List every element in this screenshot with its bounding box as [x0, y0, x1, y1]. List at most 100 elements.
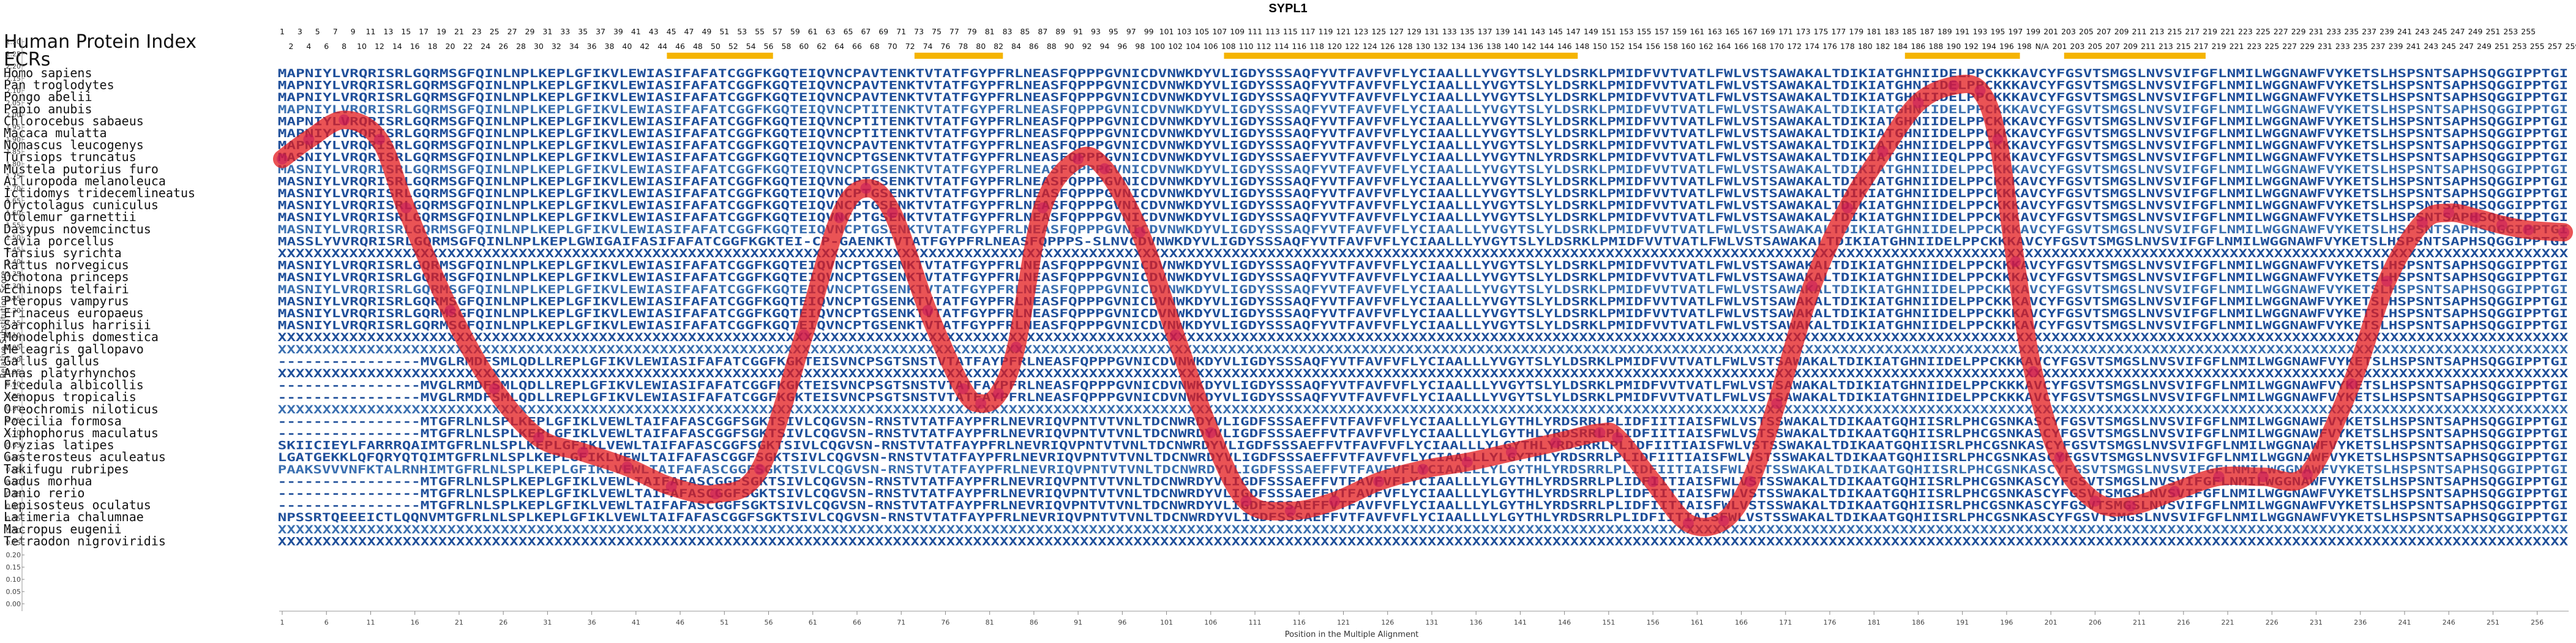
protein-index-bottom-140: 140 [1504, 42, 1519, 51]
species-name-38: Latimeria chalumnae [4, 510, 144, 524]
protein-index-bottom-98: 98 [1135, 42, 1145, 51]
y-tick-label-0.50: 0.50 [6, 478, 21, 486]
protein-index-top-43: 43 [649, 27, 659, 36]
protein-index-top-239: 239 [2379, 27, 2394, 36]
protein-index-bottom-225: 225 [2264, 42, 2279, 51]
protein-index-bottom-166: 166 [1734, 42, 1749, 51]
protein-index-top-75: 75 [932, 27, 942, 36]
protein-index-top-225: 225 [2256, 27, 2271, 36]
protein-index-bottom-174: 174 [1805, 42, 1819, 51]
series-point-190 [1948, 80, 1960, 91]
x-tick-label-86: 86 [1030, 619, 1038, 626]
protein-index-top-117: 117 [1301, 27, 1316, 36]
protein-index-bottom-201: 201 [2053, 42, 2067, 51]
protein-index-top-7: 7 [333, 27, 338, 36]
protein-index-bottom-10: 10 [357, 42, 367, 51]
y-tick-label-1.50: 1.50 [6, 233, 21, 241]
protein-index-top-147: 147 [1566, 27, 1581, 36]
series-point-156 [1647, 476, 1659, 487]
sequence-row-17: MASNIYLVRQRISRLGQRMSGFQINLNPLKEPLGFIKVLE… [278, 259, 2568, 273]
species-name-1: Homo sapiens [4, 66, 92, 80]
series-point-199 [2027, 366, 2039, 377]
protein-index-bottom-102: 102 [1168, 42, 1183, 51]
protein-index-bottom-160: 160 [1681, 42, 1696, 51]
species-name-9: Mustela putorius furo [4, 162, 159, 176]
protein-index-top-157: 157 [1655, 27, 1669, 36]
protein-index-bottom-120: 120 [1327, 42, 1342, 51]
x-tick-label-236: 236 [2354, 619, 2367, 626]
sequence-row-15: MASSLYVVRQRISRLGQRMSGFQINLNPLKEPLGWIGAIF… [278, 235, 2568, 248]
protein-index-bottom-86: 86 [1029, 42, 1039, 51]
protein-index-top-11: 11 [366, 27, 376, 36]
x-tick-label-226: 226 [2266, 619, 2278, 626]
protein-index-top-67: 67 [861, 27, 871, 36]
series-point-106 [1205, 427, 1216, 438]
ecr-bar-1 [667, 53, 773, 59]
x-tick-label-26: 26 [499, 619, 507, 626]
protein-index-bottom-80: 80 [976, 42, 986, 51]
protein-index-bottom-198: 198 [2017, 42, 2032, 51]
series-point-215 [2169, 486, 2181, 497]
y-tick-label-2.15: 2.15 [6, 75, 21, 83]
protein-index-top-55: 55 [755, 27, 765, 36]
protein-index-bottom-132: 132 [1433, 42, 1448, 51]
protein-index-top-35: 35 [578, 27, 588, 36]
protein-index-top-169: 169 [1761, 27, 1775, 36]
series-point-210 [2125, 500, 2136, 512]
x-tick-label-66: 66 [853, 619, 861, 626]
species-name-40: Tetraodon nigroviridis [4, 533, 166, 548]
protein-index-top-47: 47 [684, 27, 694, 36]
y-tick-label-1.85: 1.85 [6, 148, 21, 156]
ecrs-label: ECRs [4, 49, 50, 70]
protein-index-bottom-122: 122 [1345, 42, 1360, 51]
protein-index-top-129: 129 [1407, 27, 1421, 36]
protein-index-bottom-60: 60 [799, 42, 809, 51]
protein-index-bottom-N/A: N/A [2035, 42, 2050, 51]
protein-index-bottom-16: 16 [410, 42, 420, 51]
protein-index-top-245: 245 [2433, 27, 2447, 36]
protein-index-bottom-233: 233 [2335, 42, 2350, 51]
protein-index-top-221: 221 [2220, 27, 2235, 36]
species-name-24: Meleagris gallopavo [4, 342, 144, 356]
y-tick-label-0.60: 0.60 [6, 454, 21, 462]
protein-index-bottom-4: 4 [306, 42, 311, 51]
protein-index-top-153: 153 [1619, 27, 1634, 36]
protein-index-bottom-144: 144 [1540, 42, 1554, 51]
protein-index-bottom-108: 108 [1221, 42, 1236, 51]
protein-index-top-223: 223 [2238, 27, 2253, 36]
series-point-252 [2496, 219, 2507, 231]
protein-index-top-165: 165 [1725, 27, 1740, 36]
protein-index-top-97: 97 [1126, 27, 1136, 36]
x-axis-ticks: 1 6 11 16 21 26 31 36 41 46 51 56 61 66 71 76 81 86 91 96 10… [280, 611, 2544, 626]
protein-index-bottom-245: 245 [2441, 42, 2456, 51]
protein-index-bottom-74: 74 [923, 42, 933, 51]
protein-index-bottom-162: 162 [1699, 42, 1713, 51]
species-name-19: Echinops telfairi [4, 282, 129, 296]
series-point-259 [2558, 227, 2569, 238]
protein-index-bottom-110: 110 [1239, 42, 1254, 51]
protein-index-bottom-205: 205 [2087, 42, 2102, 51]
species-name-18: Ochotona princeps [4, 269, 129, 284]
protein-index-bottom-76: 76 [940, 42, 950, 51]
protein-index-top-183: 183 [1884, 27, 1899, 36]
sequence-row-24: XXXXXXXXXXXXXXXXXXXXXXXXXXXXXXXXXXXXXXXX… [278, 343, 2569, 356]
protein-index-top-189: 189 [1938, 27, 1952, 36]
series-point-12 [373, 133, 385, 145]
protein-index-top-203: 203 [2061, 27, 2076, 36]
protein-index-bottom-223: 223 [2247, 42, 2261, 51]
protein-index-top-13: 13 [383, 27, 393, 36]
species-name-11: Ictidomys tridecemlineatus [4, 186, 195, 200]
protein-index-bottom-221: 221 [2230, 42, 2244, 51]
x-tick-label-91: 91 [1074, 619, 1082, 626]
y-tick-label-1.55: 1.55 [6, 221, 21, 229]
series-point-255 [2523, 224, 2534, 236]
protein-index-top-193: 193 [1973, 27, 1988, 36]
protein-index-top-171: 171 [1778, 27, 1793, 36]
protein-index-top-159: 159 [1672, 27, 1687, 36]
protein-index-top-199: 199 [2026, 27, 2040, 36]
protein-index-bottom-58: 58 [781, 42, 791, 51]
protein-index-bottom-164: 164 [1717, 42, 1731, 51]
x-tick-label-106: 106 [1204, 619, 1217, 626]
series-point-60 [798, 329, 810, 340]
protein-index-bottom-134: 134 [1451, 42, 1466, 51]
